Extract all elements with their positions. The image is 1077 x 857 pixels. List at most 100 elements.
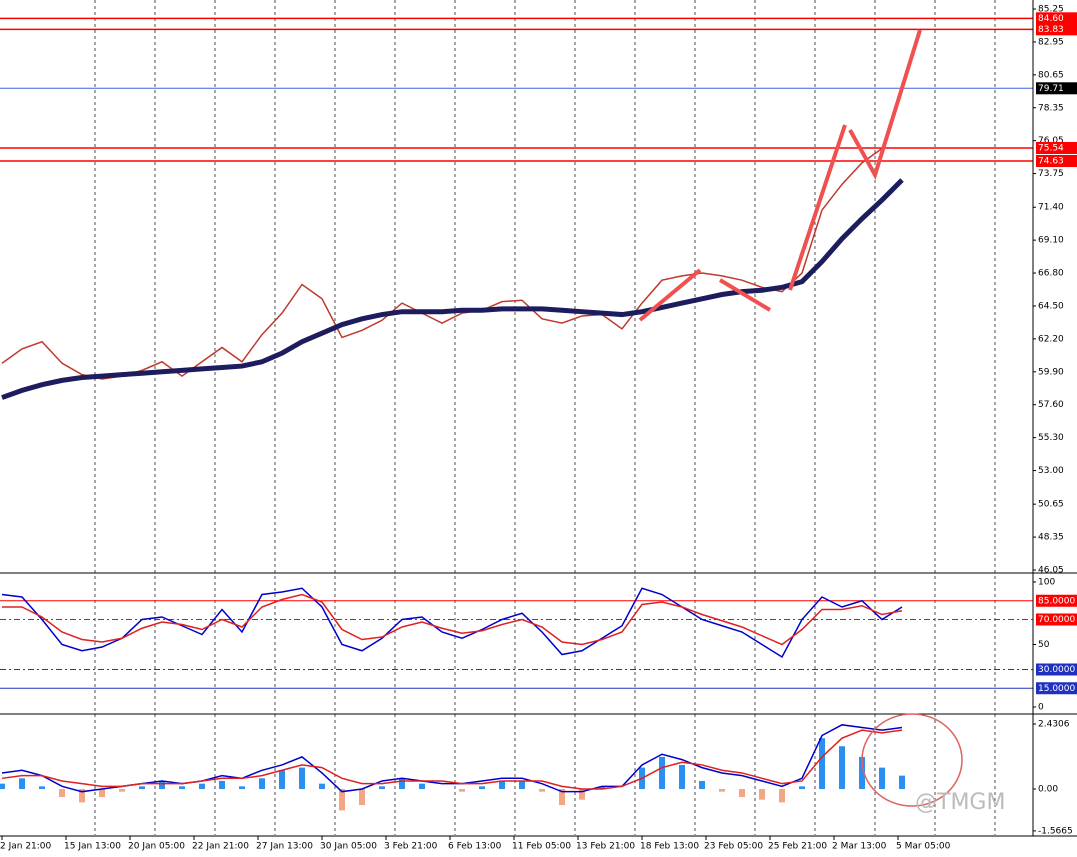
histogram-bar bbox=[59, 789, 65, 798]
x-tick-label: 2 Jan 21:00 bbox=[0, 842, 52, 852]
level-label-bg bbox=[1036, 82, 1077, 95]
level-label: 30.0000 bbox=[1038, 665, 1075, 675]
histogram-bar bbox=[659, 756, 665, 790]
series-line bbox=[1, 729, 903, 790]
y-tick-label: -1.5665 bbox=[1038, 826, 1073, 836]
histogram-bar bbox=[99, 789, 105, 798]
x-tick-label: 18 Feb 13:00 bbox=[640, 842, 699, 852]
histogram-bar bbox=[579, 789, 585, 800]
y-tick-label: 0.00 bbox=[1038, 785, 1058, 795]
histogram-bar bbox=[819, 738, 825, 790]
level-label: 75.54 bbox=[1038, 143, 1064, 153]
y-tick-label: 46.05 bbox=[1038, 565, 1064, 575]
y-tick-label: 66.80 bbox=[1038, 269, 1064, 279]
highlight-circle bbox=[861, 713, 963, 807]
arrow bbox=[848, 29, 922, 181]
level-label: 15.0000 bbox=[1038, 684, 1075, 694]
arrow bbox=[788, 124, 847, 291]
histogram-bar bbox=[539, 789, 545, 792]
y-tick-label: 55.30 bbox=[1038, 433, 1064, 443]
histogram-bar bbox=[899, 775, 905, 790]
x-tick-label: 27 Jan 13:00 bbox=[256, 842, 313, 852]
histogram-bar bbox=[259, 778, 265, 790]
histogram-bar bbox=[279, 770, 285, 790]
histogram-bar bbox=[79, 789, 85, 803]
y-tick-label: 53.00 bbox=[1038, 466, 1064, 476]
series-line bbox=[1, 724, 903, 793]
histogram-bar bbox=[359, 789, 365, 806]
series-line bbox=[1, 91, 903, 380]
histogram-bar bbox=[499, 780, 505, 790]
histogram-bar bbox=[679, 764, 685, 790]
arrow bbox=[718, 278, 772, 312]
y-tick-label: 50 bbox=[1038, 640, 1050, 650]
y-tick-label: 85.25 bbox=[1038, 5, 1064, 15]
series-line bbox=[1, 178, 904, 400]
level-label-bg bbox=[1036, 12, 1077, 25]
histogram-bar bbox=[719, 789, 725, 792]
level-label-bg bbox=[1036, 154, 1077, 167]
level-label: 83.83 bbox=[1038, 25, 1064, 35]
histogram-bar bbox=[299, 767, 305, 790]
histogram-bar bbox=[119, 789, 125, 792]
histogram-bar bbox=[379, 786, 385, 790]
histogram-bar bbox=[879, 767, 885, 790]
y-tick-label: 48.35 bbox=[1038, 533, 1064, 543]
histogram-bar bbox=[419, 783, 425, 790]
y-tick-label: 59.90 bbox=[1038, 367, 1064, 377]
y-tick-label: 73.75 bbox=[1038, 169, 1064, 179]
level-label: 79.71 bbox=[1038, 84, 1064, 94]
histogram-bar bbox=[219, 780, 225, 790]
x-tick-label: 6 Feb 13:00 bbox=[448, 842, 502, 852]
y-tick-label: 62.20 bbox=[1038, 334, 1064, 344]
histogram-bar bbox=[599, 786, 605, 790]
histogram-bar bbox=[19, 778, 25, 790]
histogram-bar bbox=[759, 789, 765, 800]
level-label: 84.60 bbox=[1038, 14, 1064, 24]
level-label: 74.63 bbox=[1038, 156, 1064, 166]
histogram-bar bbox=[319, 783, 325, 790]
y-tick-label: 71.40 bbox=[1038, 203, 1064, 213]
histogram-bar bbox=[39, 786, 45, 790]
level-label-bg bbox=[1036, 594, 1077, 607]
histogram-bar bbox=[799, 786, 805, 790]
y-tick-label: 80.65 bbox=[1038, 70, 1064, 80]
x-tick-label: 30 Jan 05:00 bbox=[320, 842, 377, 852]
level-label-bg bbox=[1036, 613, 1077, 626]
series-line bbox=[2, 593, 903, 646]
histogram-bar bbox=[399, 778, 405, 790]
x-tick-label: 3 Feb 21:00 bbox=[384, 842, 438, 852]
annotations bbox=[638, 29, 963, 807]
histogram-bar bbox=[519, 780, 525, 790]
y-tick-label: 50.65 bbox=[1038, 500, 1064, 510]
histogram-bar bbox=[159, 780, 165, 790]
x-tick-label: 23 Feb 05:00 bbox=[704, 842, 763, 852]
y-tick-label: 69.10 bbox=[1038, 236, 1064, 246]
histogram-bar bbox=[339, 789, 345, 811]
level-label: 85.0000 bbox=[1038, 596, 1075, 606]
y-tick-label: 2.4306 bbox=[1038, 720, 1070, 730]
level-label-bg bbox=[1036, 682, 1077, 695]
y-tick-label: 78.35 bbox=[1038, 103, 1064, 113]
level-label-bg bbox=[1036, 141, 1077, 154]
histogram-bar bbox=[459, 789, 465, 792]
histogram-bar bbox=[699, 780, 705, 790]
histogram-bar bbox=[139, 786, 145, 790]
x-tick-label: 15 Jan 13:00 bbox=[64, 842, 121, 852]
histogram-bar bbox=[559, 789, 565, 806]
x-tick-label: 5 Mar 05:00 bbox=[896, 842, 951, 852]
level-label: 70.0000 bbox=[1038, 615, 1075, 625]
x-tick-label: 13 Feb 21:00 bbox=[576, 842, 635, 852]
level-label-bg bbox=[1036, 663, 1077, 676]
arrow bbox=[638, 268, 702, 322]
histogram-bar bbox=[239, 786, 245, 790]
y-tick-label: 0 bbox=[1038, 703, 1044, 713]
y-tick-label: 57.60 bbox=[1038, 400, 1064, 410]
watermark: @TMGM bbox=[915, 790, 1005, 815]
x-tick-label: 11 Feb 05:00 bbox=[512, 842, 571, 852]
histogram-bar bbox=[199, 783, 205, 790]
histogram-bar bbox=[859, 756, 865, 790]
x-tick-label: 20 Jan 05:00 bbox=[128, 842, 185, 852]
